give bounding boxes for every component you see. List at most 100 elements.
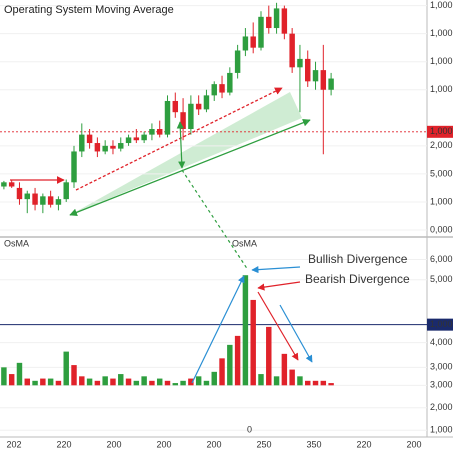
candle-body [1, 182, 7, 187]
y-tick-label: 1,000 [430, 0, 453, 10]
x-tick-label: 200 [206, 439, 221, 449]
candle-body [297, 58, 303, 68]
annotation-arrows [10, 87, 313, 384]
y-tick-label: 1,000 [430, 84, 453, 94]
bar [328, 383, 334, 386]
price-label: 1,000 [430, 126, 453, 136]
candle-body [16, 187, 23, 200]
x-tick-label: 200 [406, 439, 421, 449]
bar [86, 378, 93, 386]
panel-subtitle: OsMA [232, 238, 257, 248]
candle-body [250, 36, 256, 48]
bar [164, 380, 171, 386]
bar [40, 378, 46, 386]
y-tick-label: 1,000 [430, 56, 453, 66]
bar [211, 371, 217, 386]
bar [16, 362, 23, 386]
bar [180, 380, 186, 386]
y-tick-label: 0,000 [430, 224, 453, 234]
bearish-label: Bearish Divergence [305, 272, 410, 286]
candle-body [234, 50, 241, 73]
y-tick-label: 3,000 [430, 362, 453, 372]
panel-title: OsMA [4, 238, 29, 248]
candle-body [281, 8, 288, 34]
bar [141, 376, 147, 386]
bar [273, 376, 280, 386]
x-tick-label: 202 [6, 439, 21, 449]
bar [219, 358, 225, 386]
candle-body [305, 58, 311, 82]
bar [149, 380, 155, 386]
y-tick-label: 1,000 [430, 425, 453, 435]
bar [289, 369, 295, 386]
candle-body [172, 100, 179, 113]
bar [312, 380, 319, 386]
bar [8, 374, 15, 386]
candle-body [211, 84, 217, 96]
bar [125, 378, 132, 386]
candle-body [180, 112, 186, 130]
candle-body [164, 100, 171, 135]
x-tick-label: 220 [356, 439, 371, 449]
bar [79, 376, 85, 386]
bar [32, 380, 38, 386]
candle-body [102, 145, 108, 152]
candle-body [188, 103, 194, 130]
bar [94, 380, 101, 386]
candle-body [63, 182, 69, 200]
candle-body [125, 137, 132, 144]
candle-body [55, 199, 62, 205]
candle-body [8, 182, 15, 187]
candle-body [133, 137, 140, 141]
candle-body [156, 129, 163, 135]
bar [250, 299, 256, 386]
x-tick-label: 200 [156, 439, 171, 449]
y-tick-label: 5,000 [430, 274, 453, 284]
candle-body [86, 134, 93, 144]
candle-body [219, 84, 225, 93]
bar [24, 378, 30, 386]
candle-body [266, 16, 272, 29]
candle-body [227, 72, 233, 93]
candle-body [141, 134, 147, 141]
x-tick-label: 350 [306, 439, 321, 449]
candle-body [32, 193, 38, 205]
chart-title: Operating System Moving Average [4, 4, 174, 16]
bar [172, 383, 179, 386]
candle-body [203, 95, 210, 110]
bar [258, 374, 264, 386]
y-tick-label: 5,000 [430, 168, 453, 178]
bar [110, 378, 116, 386]
candle-body [94, 143, 101, 152]
price-box [427, 125, 453, 138]
candle-body [289, 33, 295, 68]
candle-body [258, 16, 264, 48]
bar [63, 351, 69, 386]
bar [320, 380, 327, 386]
bar [234, 335, 241, 386]
y-tick-label: 4,000 [430, 337, 453, 347]
candle-body [47, 196, 54, 205]
candle-body [320, 70, 327, 90]
candle-body [71, 151, 77, 183]
candle-body [149, 129, 155, 135]
y-tick-label: 2,000 [430, 140, 453, 150]
candle-body [328, 78, 334, 90]
y-tick-label: 1,000 [430, 196, 453, 206]
x-tick-label: 220 [56, 439, 71, 449]
bar [1, 367, 7, 386]
bar [266, 326, 272, 386]
zero-label: 0 [247, 424, 252, 434]
candle-body [118, 143, 124, 149]
bar [188, 378, 194, 386]
bullish-label: Bullish Divergence [308, 252, 408, 266]
bar [195, 376, 202, 386]
bar [118, 374, 124, 386]
candle-body [242, 36, 249, 51]
bar [47, 378, 54, 386]
bar [242, 275, 249, 386]
price-label: 1,000 [430, 319, 453, 329]
y-tick-label: 2,000 [430, 402, 453, 412]
bar [156, 378, 163, 386]
y-tick-label: 6,000 [430, 254, 453, 264]
